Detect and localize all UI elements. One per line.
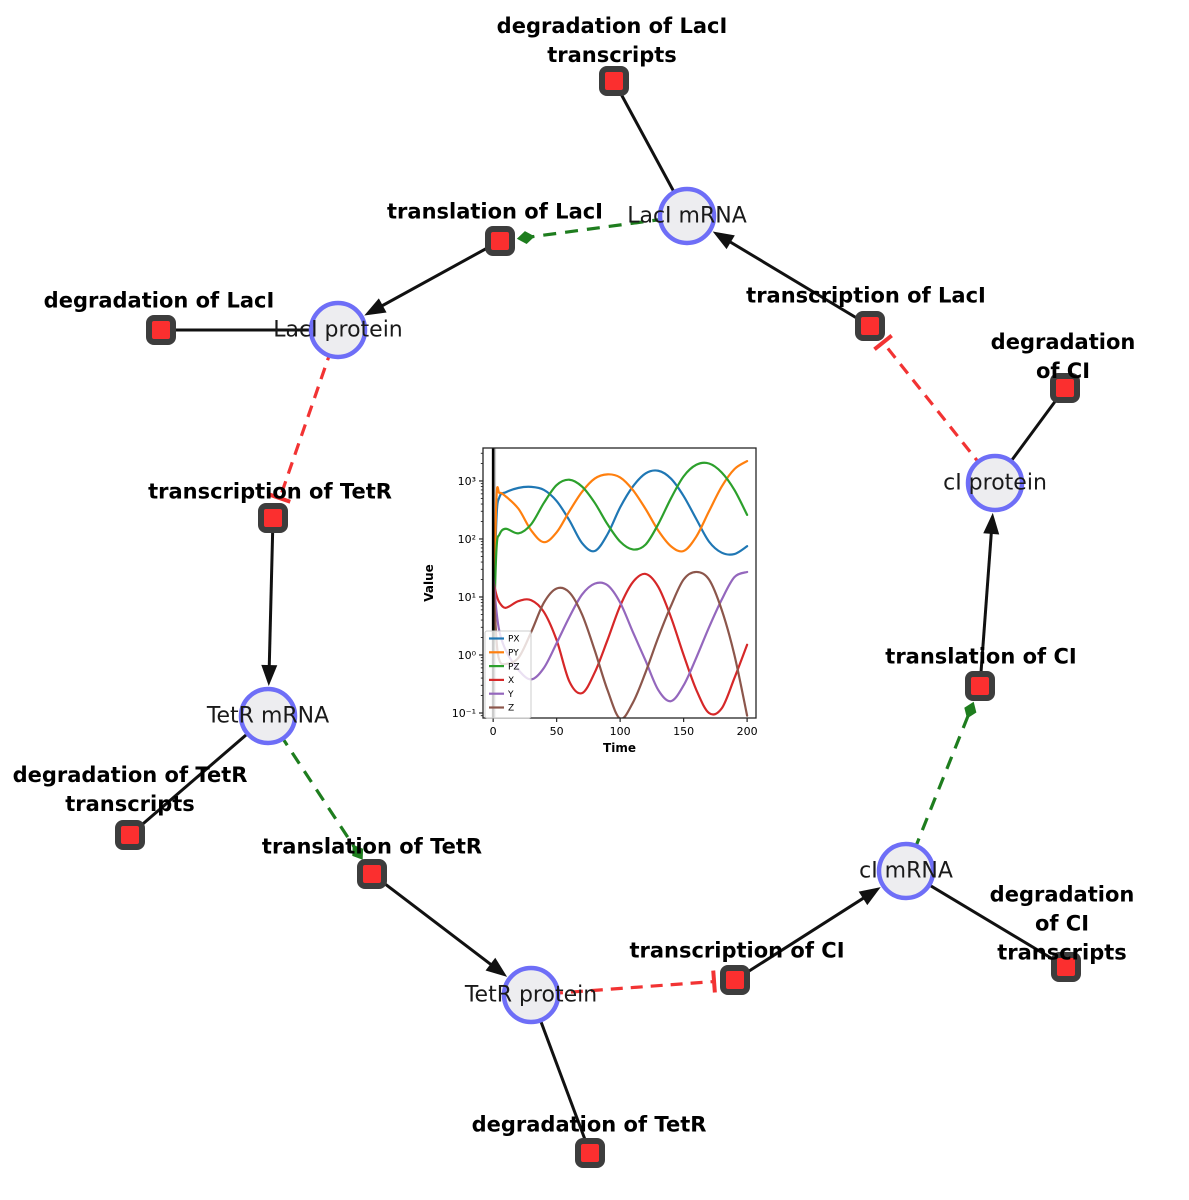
reaction-node-tl_ci[interactable] xyxy=(965,671,995,701)
reaction-node-deg_ci[interactable] xyxy=(1050,373,1080,403)
x-axis-label: Time xyxy=(603,741,636,755)
edge-tl_laci-laci_protein xyxy=(364,239,501,316)
arrowhead xyxy=(364,298,387,316)
edge-line xyxy=(374,239,501,312)
reaction-node-deg_laci_tx[interactable] xyxy=(599,66,629,96)
x-tick-label: 150 xyxy=(673,725,694,738)
curve-PX xyxy=(492,469,749,646)
x-tick-label: 100 xyxy=(610,725,631,738)
reaction-node-deg_ci_tx[interactable] xyxy=(1051,952,1081,982)
arrowhead xyxy=(983,512,1000,535)
x-tick-label: 50 xyxy=(550,725,564,738)
y-tick-label: 10⁰ xyxy=(458,649,477,662)
edge-line xyxy=(371,872,499,971)
species-node-tetr_mrna[interactable] xyxy=(238,686,298,746)
chart-curves xyxy=(492,459,749,718)
timeseries-inset-chart: 0 50 100 150 200 10⁻¹ 10⁰ 10¹ 10² 10³ PX PY PZ X Y Z Tim… xyxy=(420,433,782,767)
reaction-node-tl_tetr[interactable] xyxy=(357,859,387,889)
legend-label-Y: Y xyxy=(507,690,514,700)
diamond-arrowhead xyxy=(516,231,535,244)
reaction-node-tx_tetr[interactable] xyxy=(258,503,288,533)
edge-tetr_mrna-deg_tetr_tx xyxy=(129,714,269,837)
legend-label-PX: PX xyxy=(508,635,520,645)
edge-tx_laci-laci_mrna xyxy=(712,231,871,328)
edge-line-dashed xyxy=(881,341,997,484)
diamond-arrowhead xyxy=(964,701,977,719)
species-node-ci_mrna[interactable] xyxy=(876,841,936,901)
curve-PZ xyxy=(492,461,749,657)
edge-line xyxy=(978,524,994,687)
arrowhead xyxy=(858,887,881,906)
tee-bar-inhibitor xyxy=(711,970,717,993)
arrowhead xyxy=(712,231,735,250)
chart-svg: 0 50 100 150 200 10⁻¹ 10⁰ 10¹ 10² 10³ PX PY PZ XYZ Tim… xyxy=(422,447,758,755)
edge-line xyxy=(267,517,275,675)
reaction-node-tx_laci[interactable] xyxy=(855,311,885,341)
edge-tx_ci-ci_mrna xyxy=(734,887,881,982)
y-axis-label: Value xyxy=(422,564,436,602)
reaction-node-tl_laci[interactable] xyxy=(485,226,515,256)
tee-bar-inhibitor xyxy=(268,492,291,504)
edge-line xyxy=(722,236,871,328)
edge-tl_tetr-tetr_protein xyxy=(371,872,508,977)
species-node-tetr_protein[interactable] xyxy=(501,965,561,1025)
tee-bar-inhibitor xyxy=(873,334,893,351)
reaction-node-tx_ci[interactable] xyxy=(720,965,750,995)
axes-box xyxy=(482,447,757,719)
edge-ci_protein-tx_laci xyxy=(873,334,997,484)
y-tick-label: 10³ xyxy=(458,475,476,488)
curve-X xyxy=(492,572,749,716)
edge-ci_mrna-deg_ci_tx xyxy=(905,869,1067,969)
x-tick-label: 0 xyxy=(490,725,497,738)
species-node-ci_protein[interactable] xyxy=(965,453,1025,513)
x-tick-label: 200 xyxy=(737,725,758,738)
legend-label-Z: Z xyxy=(508,704,514,714)
y-tick-label: 10⁻¹ xyxy=(452,707,476,720)
edge-line xyxy=(129,714,269,837)
legend-label-X: X xyxy=(508,676,514,686)
edge-line xyxy=(905,869,1067,969)
reaction-node-deg_tetr_tx[interactable] xyxy=(115,820,145,850)
curve-PY xyxy=(492,459,749,652)
edge-line xyxy=(734,892,872,982)
y-tick-label: 10² xyxy=(458,533,476,546)
arrowhead xyxy=(485,957,508,977)
edge-tetr_protein-tx_ci xyxy=(530,970,717,997)
legend-label-PZ: PZ xyxy=(508,662,520,672)
edge-tx_tetr-tetr_mrna xyxy=(261,517,278,687)
edge-tl_ci-ci_protein xyxy=(978,512,1000,687)
edge-line-dashed xyxy=(530,979,715,997)
species-node-laci_protein[interactable] xyxy=(308,300,368,360)
reaction-node-deg_laci[interactable] xyxy=(146,315,176,345)
edge-laci_protein-tx_tetr xyxy=(268,329,340,504)
reaction-node-deg_tetr[interactable] xyxy=(575,1138,605,1168)
y-tick-label: 10¹ xyxy=(458,591,476,604)
legend-label-PY: PY xyxy=(508,649,519,659)
species-node-laci_mrna[interactable] xyxy=(657,186,717,246)
edge-line-dashed xyxy=(278,329,340,499)
arrowhead xyxy=(261,664,278,687)
diamond-arrowhead xyxy=(352,844,364,860)
